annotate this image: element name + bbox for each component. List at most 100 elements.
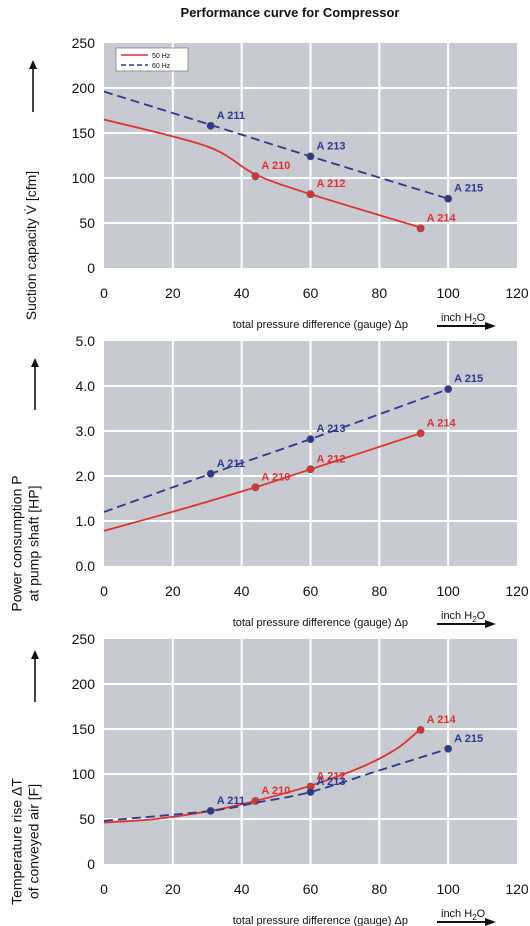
x-axis-arrow-head	[485, 322, 496, 330]
point-label: A 214	[427, 714, 457, 726]
x-tick-label: 40	[234, 881, 250, 897]
x-tick-label: 40	[234, 285, 250, 301]
legend-label-50hz: 50 Hz	[152, 53, 171, 60]
x-tick-label: 20	[165, 881, 181, 897]
data-point	[206, 469, 215, 478]
point-label: A 211	[217, 795, 245, 807]
chart-panel-3: 0 20 40 60 80 100 120 0 50 100 150 200 250 A 210 A 212…	[9, 631, 529, 926]
y-tick-label: 3.0	[76, 423, 96, 439]
y-tick-label: 100	[72, 170, 96, 186]
data-point	[306, 152, 315, 161]
point-label: A 211	[217, 110, 245, 122]
y-tick-label: 1.0	[76, 513, 96, 529]
chart-title: Performance curve for Compressor	[181, 5, 400, 20]
x-axis-arrow-head	[485, 918, 496, 926]
point-label: A 215	[454, 373, 483, 385]
point-label: A 214	[427, 212, 457, 224]
x-axis-unit: inch H2O	[441, 312, 486, 326]
y-axis-arrow-head	[29, 60, 37, 69]
y-tick-label: 2.0	[76, 468, 96, 484]
y-tick-label: 50	[79, 811, 95, 827]
data-point	[416, 429, 425, 438]
data-point	[416, 726, 425, 734]
legend-label-60hz: 60 Hz	[152, 63, 171, 70]
y-tick-label: 250	[72, 35, 96, 51]
y-tick-label: 100	[72, 766, 96, 782]
y-axis-label: Suction capacity V̇ [cfm]	[23, 171, 39, 320]
x-axis-arrow-head	[485, 620, 496, 628]
x-tick-label: 60	[303, 285, 319, 301]
data-point	[306, 435, 315, 443]
x-tick-label: 100	[436, 583, 460, 599]
data-point	[306, 788, 315, 796]
y-tick-label: 150	[72, 721, 96, 737]
x-tick-label: 120	[505, 583, 529, 599]
x-tick-label: 0	[100, 881, 108, 897]
x-axis-unit: inch H2O	[441, 610, 486, 624]
x-axis-label: total pressure difference (gauge) Δp	[233, 319, 408, 331]
data-point	[444, 194, 453, 203]
x-tick-label: 100	[436, 881, 460, 897]
point-label: A 213	[317, 776, 346, 788]
data-point	[206, 121, 215, 130]
y-tick-label: 4.0	[76, 378, 96, 394]
point-label: A 210	[261, 160, 290, 172]
y-tick-label: 200	[72, 80, 96, 96]
x-tick-label: 60	[303, 881, 319, 897]
y-tick-label: 50	[79, 215, 95, 231]
x-tick-label: 0	[100, 285, 108, 301]
y-axis-arrow-head	[31, 650, 39, 659]
point-label: A 212	[317, 178, 346, 190]
series-line-hz60	[103, 90, 449, 200]
y-axis-label: Power consumption P	[9, 475, 25, 611]
x-tick-label: 80	[372, 285, 388, 301]
y-tick-label: 0	[87, 856, 95, 872]
x-tick-label: 80	[372, 583, 388, 599]
x-tick-label: 120	[505, 285, 529, 301]
series-line-hz50	[103, 728, 422, 824]
point-label: A 215	[454, 733, 483, 745]
data-point	[251, 172, 260, 181]
data-point	[444, 744, 453, 753]
y-axis-label: at pump shaft [HP]	[26, 486, 42, 602]
legend: 50 Hz 60 Hz	[115, 47, 189, 72]
y-tick-label: 0	[87, 260, 95, 276]
point-label: A 213	[317, 140, 346, 152]
point-label: A 212	[317, 453, 346, 465]
point-label: A 214	[427, 417, 457, 429]
chart-panel-1: 0 20 40 60 80 100 120 0 50 100 150 200 250 A 210 A 212…	[23, 35, 529, 331]
x-axis-label: total pressure difference (gauge) Δp	[233, 617, 408, 629]
x-tick-label: 60	[303, 583, 319, 599]
x-axis-label: total pressure difference (gauge) Δp	[233, 915, 408, 926]
x-tick-label: 80	[372, 881, 388, 897]
y-axis-label: of conveyed air [F]	[26, 784, 42, 899]
data-point	[306, 465, 315, 474]
series-line-hz60	[103, 747, 449, 822]
series-line-hz60	[103, 388, 449, 513]
x-tick-label: 20	[165, 285, 181, 301]
y-tick-label: 0.0	[76, 558, 96, 574]
data-point	[251, 483, 260, 492]
y-axis-arrow-head	[31, 358, 39, 367]
x-tick-label: 40	[234, 583, 250, 599]
y-tick-label: 200	[72, 676, 96, 692]
y-tick-label: 250	[72, 631, 96, 647]
point-label: A 210	[261, 785, 290, 797]
x-axis-unit: inch H2O	[441, 908, 486, 922]
y-tick-label: 150	[72, 125, 96, 141]
x-tick-label: 120	[505, 881, 529, 897]
x-tick-label: 0	[100, 583, 108, 599]
x-tick-label: 20	[165, 583, 181, 599]
point-label: A 215	[454, 183, 483, 195]
y-tick-label: 5.0	[76, 333, 96, 349]
point-label: A 213	[317, 423, 346, 435]
data-point	[306, 190, 315, 199]
point-label: A 212	[317, 771, 346, 783]
data-point	[251, 797, 260, 805]
point-label: A 211	[217, 458, 245, 470]
data-point	[416, 224, 425, 233]
point-label: A 210	[261, 471, 290, 483]
y-axis-label: Temperature rise ΔT	[9, 778, 25, 905]
data-point	[444, 385, 453, 394]
